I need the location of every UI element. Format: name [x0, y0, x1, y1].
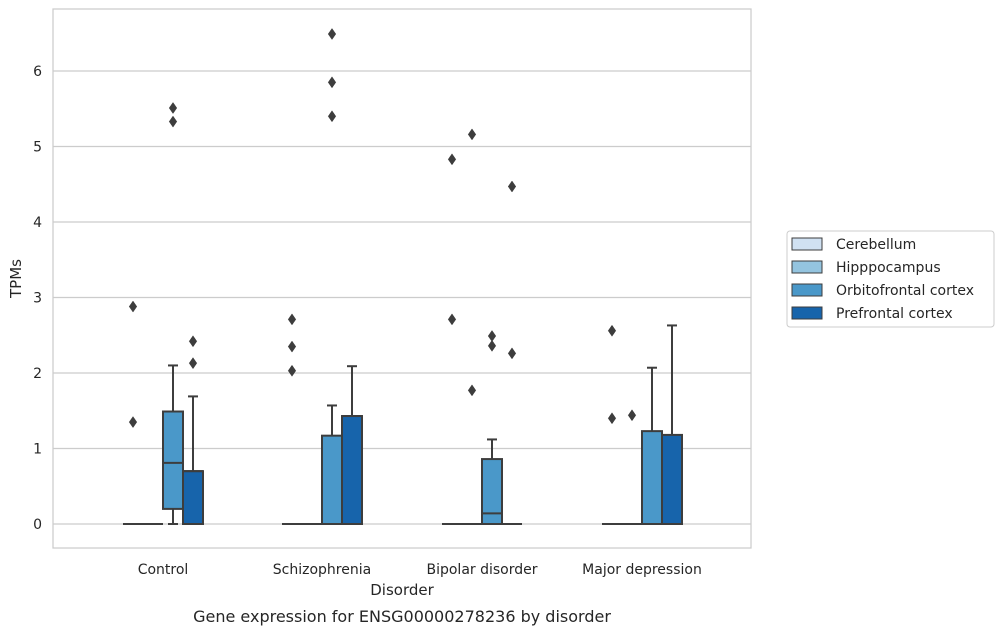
x-tick-label: Major depression: [582, 562, 702, 578]
legend-swatch: [791, 283, 823, 297]
box-body: [321, 434, 343, 526]
outlier-point: [487, 339, 497, 352]
y-tick-label: 4: [33, 215, 42, 231]
box-body: [341, 415, 363, 525]
boxes: [123, 28, 683, 526]
outlier-point: [327, 110, 337, 123]
outlier-point: [447, 313, 457, 326]
y-axis-label: TPMs: [7, 259, 25, 299]
outlier-point: [168, 115, 178, 128]
x-tick-label: Control: [138, 562, 189, 578]
outlier-point: [487, 330, 497, 342]
box-prefrontal-cortex: [341, 365, 363, 525]
figure-caption: Gene expression for ENSG00000278236 by d…: [193, 607, 611, 626]
box-body: [481, 458, 503, 526]
y-tick-label: 1: [33, 442, 42, 458]
outlier-point: [128, 416, 138, 429]
legend-label: Prefrontal cortex: [836, 306, 953, 322]
legend-label: Orbitofrontal cortex: [836, 283, 974, 299]
outlier-point: [467, 384, 477, 397]
y-tick-label: 2: [33, 366, 42, 382]
outlier-point: [447, 153, 457, 166]
legend-swatch: [791, 260, 823, 274]
outlier-point: [607, 324, 617, 337]
box-prefrontal-cortex: [661, 324, 683, 525]
box-orbitofrontal-cortex: [321, 28, 343, 526]
box-body: [162, 410, 184, 510]
y-tick-label: 5: [33, 140, 42, 156]
box-cerebellum: [123, 300, 143, 525]
box-cerebellum: [282, 313, 302, 525]
y-tick-labels: 0 1 2 3 4 5 6: [33, 64, 42, 533]
legend-swatch: [791, 237, 823, 251]
outlier-point: [287, 340, 297, 353]
y-tick-label: 3: [33, 291, 42, 307]
box-hipppocampus: [622, 409, 642, 525]
box-cerebellum: [442, 153, 462, 525]
outlier-point: [287, 313, 297, 326]
outlier-point: [287, 364, 297, 377]
legend: Cerebellum Hipppocampus Orbitofrontal cort…: [786, 230, 995, 328]
x-tick-labels: Control Schizophrenia Bipolar disorder Majo…: [138, 562, 702, 578]
plot-frame: [52, 8, 752, 549]
outlier-point: [507, 347, 517, 360]
outlier-point: [188, 335, 198, 348]
outlier-point: [327, 76, 337, 89]
x-axis-label: Disorder: [370, 581, 434, 599]
x-tick-label: Schizophrenia: [273, 562, 371, 578]
box-cerebellum: [602, 324, 622, 525]
box-prefrontal-cortex: [182, 335, 204, 525]
outlier-point: [327, 28, 337, 40]
box-hipppocampus: [462, 128, 482, 525]
outlier-point: [188, 357, 198, 370]
box-body: [641, 430, 663, 526]
outlier-point: [507, 180, 517, 193]
legend-label: Hipppocampus: [836, 260, 941, 276]
legend-swatch: [791, 306, 823, 320]
outlier-point: [627, 409, 637, 422]
box-prefrontal-cortex: [502, 180, 522, 525]
box-body: [182, 470, 204, 525]
y-tick-label: 0: [33, 517, 42, 533]
outlier-point: [467, 128, 477, 141]
box-body: [661, 433, 683, 525]
box-orbitofrontal-cortex: [481, 330, 503, 526]
outlier-point: [168, 102, 178, 114]
box-orbitofrontal-cortex: [162, 102, 184, 525]
outlier-point: [128, 300, 138, 313]
legend-frame: [786, 230, 995, 328]
legend-label: Cerebellum: [836, 237, 916, 253]
x-tick-label: Bipolar disorder: [426, 562, 537, 578]
outlier-point: [607, 412, 617, 425]
y-tick-label: 6: [33, 64, 42, 80]
